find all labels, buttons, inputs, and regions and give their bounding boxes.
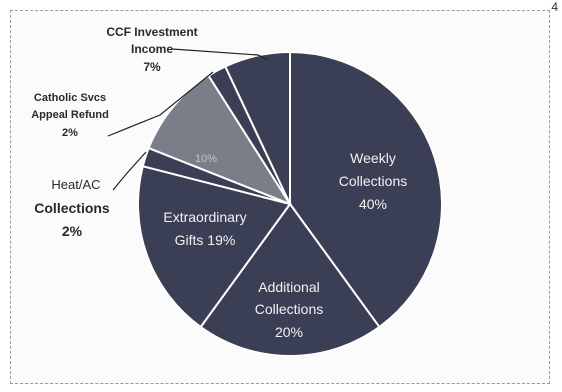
pie-slices bbox=[137, 50, 443, 357]
leader-line-heat bbox=[112, 151, 147, 191]
pie-slice-additional-collections bbox=[199, 202, 381, 357]
pie-slice-weekly-collections bbox=[289, 50, 443, 329]
label-catholic-line2: Appeal Refund bbox=[31, 109, 109, 121]
label-catholic-line1: Catholic Svcs bbox=[34, 92, 106, 104]
pie-slice-ccf-investment-income bbox=[223, 50, 291, 205]
leader-line-ccf bbox=[171, 48, 269, 61]
label-ccf-line2: Income bbox=[131, 42, 173, 56]
label-ccf-line1: CCF Investment bbox=[106, 25, 197, 39]
label-heat-pct: 2% bbox=[62, 223, 83, 239]
label-weekly-line1: Weekly bbox=[350, 150, 396, 166]
label-extraordinary-line1: Extraordinary bbox=[163, 209, 246, 225]
label-additional-line1: Additional bbox=[258, 279, 320, 295]
pie-slice-extraordinary-gifts bbox=[137, 164, 292, 329]
label-additional-line2: Collections bbox=[255, 301, 323, 317]
label-heat-line1: Heat/AC bbox=[51, 177, 100, 192]
label-weekly-pct: 40% bbox=[359, 196, 387, 212]
leader-line-catholic bbox=[107, 71, 214, 137]
label-grey-slice-pct: 10% bbox=[195, 153, 217, 165]
label-weekly-line2: Collections bbox=[339, 173, 407, 189]
label-ccf-pct: 7% bbox=[143, 60, 161, 74]
label-catholic-pct: 2% bbox=[62, 127, 78, 139]
corner-mark: 4 bbox=[551, 0, 558, 14]
label-additional-pct: 20% bbox=[275, 324, 303, 340]
label-extraordinary-line2: Gifts 19% bbox=[175, 232, 236, 248]
label-heat-line2: Collections bbox=[34, 200, 110, 216]
